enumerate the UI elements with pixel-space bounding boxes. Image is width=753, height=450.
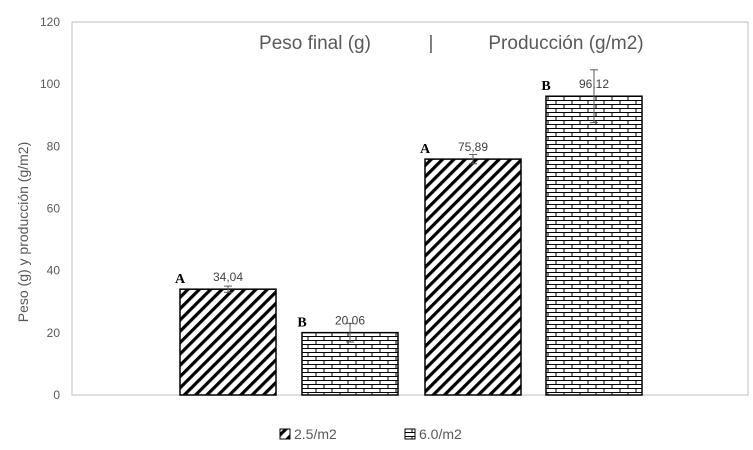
y-tick-label: 120: [40, 15, 60, 29]
group-title-separator: |: [429, 33, 434, 54]
y-tick-label: 40: [47, 264, 61, 278]
legend-label-2-5: 2.5/m2: [294, 426, 337, 442]
bar: [545, 95, 643, 396]
plot-area-border: [71, 21, 749, 396]
y-tick-label: 0: [53, 388, 60, 402]
y-tick-label: 60: [47, 202, 61, 216]
legend-label-6-0: 6.0/m2: [419, 426, 462, 442]
legend-swatch-6-0: [404, 428, 416, 440]
bar: [301, 331, 399, 396]
significance-letter: B: [541, 79, 550, 94]
significance-letter: A: [420, 142, 431, 157]
significance-letter: A: [175, 272, 186, 287]
data-label: 75,89: [458, 140, 488, 154]
data-label: 96,12: [579, 77, 609, 91]
data-label: 34,04: [213, 270, 243, 284]
y-tick-label: 100: [40, 77, 60, 91]
legend-swatch-2-5: [279, 428, 291, 440]
legend: 2.5/m2 6.0/m2: [279, 426, 462, 442]
data-label: 20,06: [335, 314, 365, 328]
y-axis-label: Peso (g) y producción (g/m2): [15, 142, 31, 323]
significance-letter: B: [297, 316, 306, 331]
bar: [179, 288, 277, 396]
bar: [424, 158, 522, 396]
group-title-produccion: Producción (g/m2): [488, 33, 643, 54]
group-title-peso: Peso final (g): [259, 33, 371, 54]
y-tick-label: 20: [47, 326, 61, 340]
y-tick-label: 80: [47, 139, 61, 153]
